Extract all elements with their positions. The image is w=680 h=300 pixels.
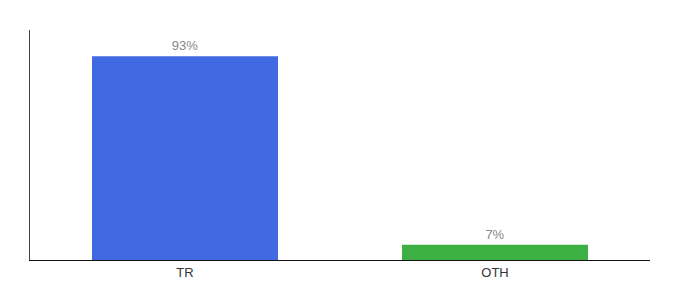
svg-text:OTH: OTH (481, 265, 508, 280)
svg-text:TR: TR (176, 265, 193, 280)
svg-text:93%: 93% (172, 38, 198, 53)
svg-text:7%: 7% (485, 227, 504, 242)
